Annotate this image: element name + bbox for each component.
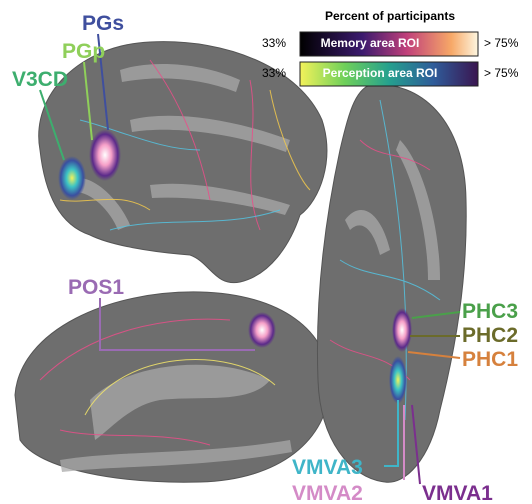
legend: Percent of participants 33% Memory area … [262, 9, 519, 86]
roi-label: PHC1 [462, 348, 518, 371]
figure: PGs PGp V3CD POS1 PHC3 PHC2 PHC1 VMVA3 V… [0, 0, 532, 504]
roi-label: PGp [62, 40, 105, 63]
roi-label: PHC2 [462, 324, 518, 347]
legend-max: > 75% [484, 36, 519, 50]
roi-label: V3CD [12, 68, 68, 91]
legend-label: Memory area ROI [321, 36, 420, 50]
legend-title: Percent of participants [325, 9, 455, 23]
ventral-brain [317, 85, 466, 483]
legend-max: > 75% [484, 66, 519, 80]
roi-label: VMVA1 [422, 482, 493, 504]
legend-min: 33% [262, 36, 286, 50]
roi-label: PHC3 [462, 300, 518, 323]
legend-label: Perception area ROI [323, 66, 438, 80]
roi-label: PGs [82, 12, 124, 35]
roi-label: VMVA3 [292, 456, 363, 479]
roi-label: POS1 [68, 276, 124, 299]
legend-min: 33% [262, 66, 286, 80]
roi-label: VMVA2 [292, 482, 363, 504]
medial-brain [15, 292, 330, 482]
